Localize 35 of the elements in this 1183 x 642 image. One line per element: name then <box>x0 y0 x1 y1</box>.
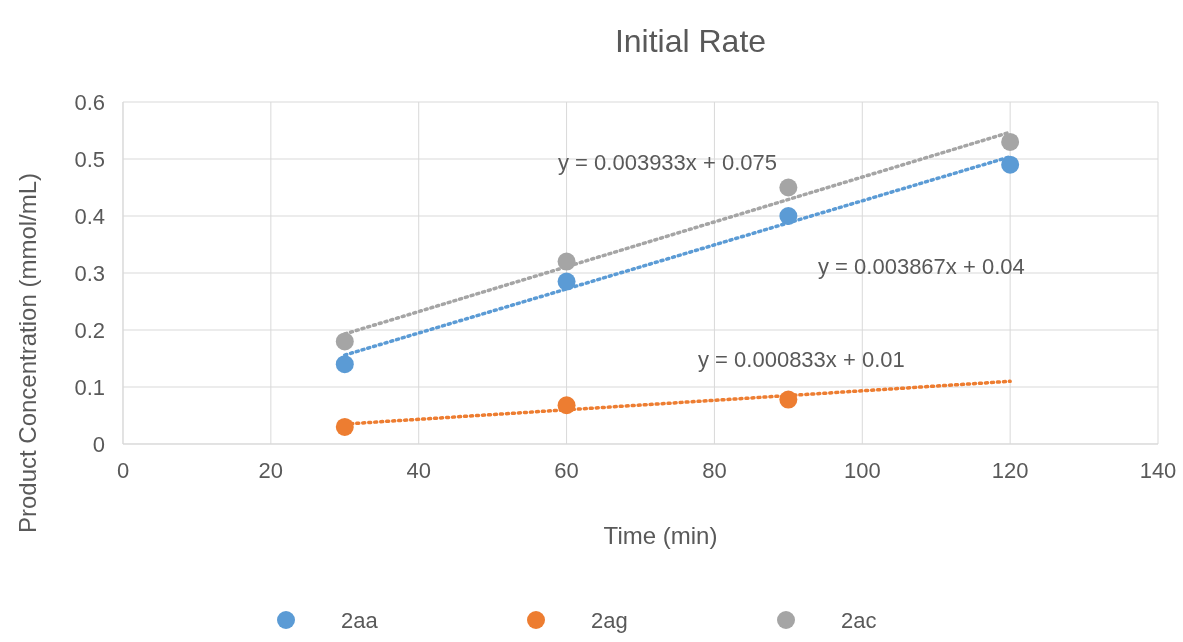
legend-label: 2ac <box>841 608 877 633</box>
point <box>557 272 576 291</box>
annotation: y = 0.003867x + 0.04 <box>818 254 1025 279</box>
x-tick-label: 100 <box>843 458 881 483</box>
y-tick-label: 0.5 <box>74 147 105 172</box>
x-tick-label: 140 <box>1139 458 1177 483</box>
x-tick-label: 40 <box>406 458 431 483</box>
y-tick-label: 0 <box>92 432 105 457</box>
point <box>779 178 798 197</box>
point <box>1001 155 1020 174</box>
x-tick-label: 80 <box>702 458 727 483</box>
point <box>335 332 354 351</box>
point <box>557 396 576 415</box>
point <box>1001 132 1020 151</box>
y-tick-label: 0.6 <box>74 90 105 115</box>
x-tick-label: 0 <box>116 458 130 483</box>
annotation: y = 0.003933x + 0.075 <box>558 150 777 175</box>
x-tick-label: 20 <box>258 458 284 483</box>
point <box>779 207 798 225</box>
legend-label: 2aa <box>341 608 379 633</box>
annotation: y = 0.000833x + 0.01 <box>698 347 905 372</box>
point <box>779 390 798 409</box>
y-tick-label: 0.1 <box>74 375 105 400</box>
point <box>335 355 354 374</box>
chart-title: Initial Rate <box>614 23 767 59</box>
x-axis-title: Time (min) <box>603 522 718 549</box>
y-tick-label: 0.4 <box>74 204 105 229</box>
y-tick-label: 0.3 <box>74 261 105 286</box>
point <box>557 252 576 271</box>
legend-label: 2ag <box>591 608 628 633</box>
y-tick-label: 0.2 <box>74 318 105 343</box>
point <box>335 417 354 436</box>
x-tick-label: 120 <box>991 458 1029 483</box>
y-axis-title: Product Concentration (mmol/mL) <box>14 172 41 534</box>
x-tick-label: 60 <box>554 458 579 483</box>
